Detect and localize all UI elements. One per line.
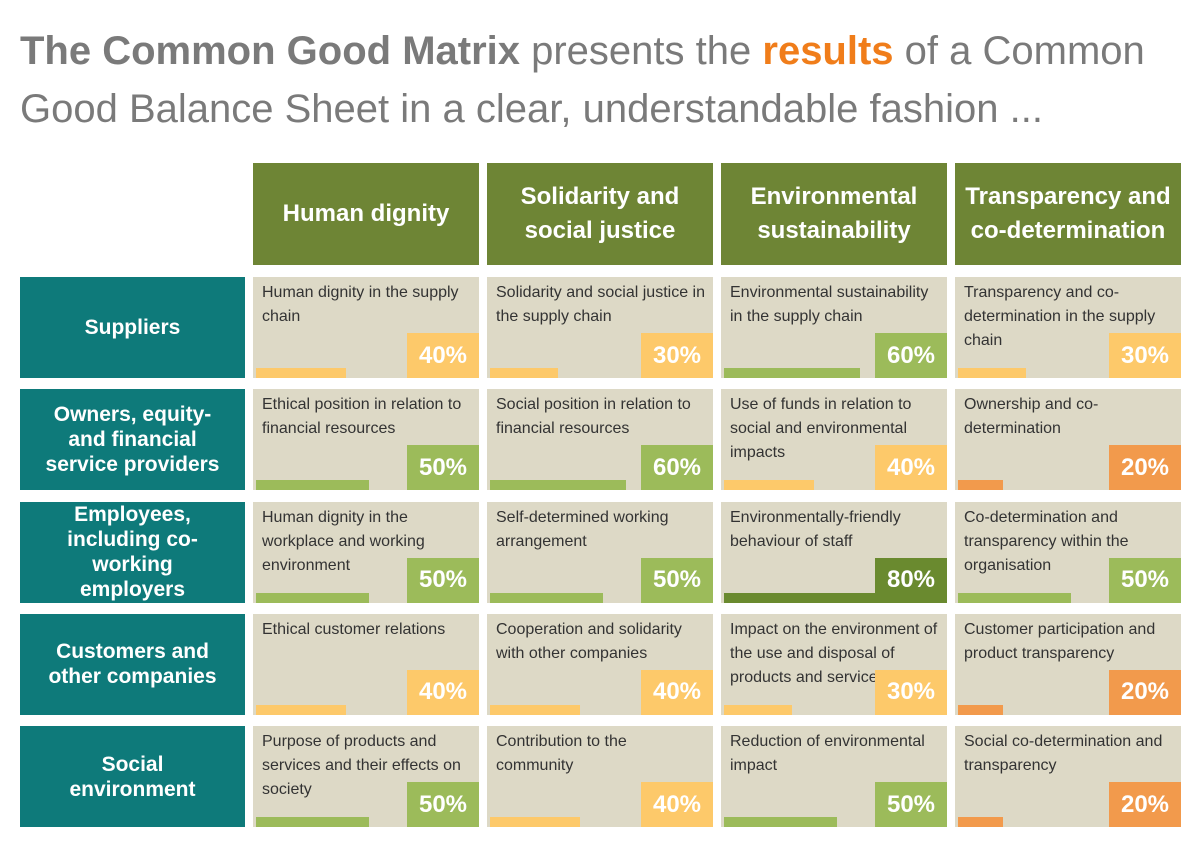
score-bar xyxy=(958,368,1026,378)
score-label: 30% xyxy=(875,669,947,715)
score-bar xyxy=(958,592,1071,603)
score-bar xyxy=(256,368,347,378)
cell-text: Solidarity and social justice in the sup… xyxy=(496,284,705,325)
matrix-cell: Contribution to the community 40% xyxy=(487,726,713,828)
matrix-cell: Ownership and co-determination 20% xyxy=(955,389,1181,491)
matrix-cell: Social co-determination and transparency… xyxy=(955,726,1181,828)
cell-text: Co-determination and transparency within… xyxy=(964,508,1129,574)
headline-part: results xyxy=(762,29,894,73)
cell-text: Human dignity in the workplace and worki… xyxy=(262,508,425,574)
cell-text: Environmentally-friendly behaviour of st… xyxy=(730,508,901,550)
score-bar xyxy=(724,817,837,828)
score-label: 50% xyxy=(641,557,713,603)
cell-text: Contribution to the community xyxy=(496,733,627,775)
cell-text: Ethical customer relations xyxy=(262,620,446,638)
score-label: 30% xyxy=(1109,333,1181,378)
score-bar xyxy=(724,480,815,491)
matrix-cell: Social position in relation to financial… xyxy=(487,389,713,491)
score-bar xyxy=(256,817,369,828)
column-header: Transparency and co-determination xyxy=(955,163,1181,265)
cell-text: Human dignity in the supply chain xyxy=(262,284,459,325)
score-bar xyxy=(724,592,905,603)
matrix-cell: Impact on the environment of the use and… xyxy=(721,613,947,715)
row-header: Employees, including co-working employer… xyxy=(20,501,245,603)
cell-text: Use of funds in relation to social and e… xyxy=(730,396,912,462)
headline-part: presents the xyxy=(520,29,763,73)
score-bar xyxy=(490,817,581,828)
cell-text: Customer participation and product trans… xyxy=(964,620,1156,662)
headline: The Common Good Matrix presents the resu… xyxy=(20,22,1190,138)
matrix-cell: Solidarity and social justice in the sup… xyxy=(487,277,713,378)
matrix-cell: Environmental sustainability in the supp… xyxy=(721,277,947,378)
matrix-cell: Co-determination and transparency within… xyxy=(955,501,1181,603)
cell-text: Purpose of products and services and the… xyxy=(262,733,461,799)
cell-text: Social position in relation to financial… xyxy=(496,396,691,438)
cell-text: Social co-determination and transparency xyxy=(964,733,1163,775)
score-label: 50% xyxy=(407,557,479,603)
score-bar xyxy=(490,704,581,715)
headline-part: The Common Good Matrix xyxy=(20,29,520,73)
score-bar xyxy=(256,704,347,715)
score-label: 80% xyxy=(875,557,947,603)
matrix-cell: Environmentally-friendly behaviour of st… xyxy=(721,501,947,603)
column-header: Environmental sustainability xyxy=(721,163,947,265)
row-header: Suppliers xyxy=(20,277,245,378)
cell-text: Cooperation and solidarity with other co… xyxy=(496,620,682,662)
cell-text: Reduction of environmental impact xyxy=(730,733,925,775)
score-label: 40% xyxy=(875,445,947,491)
cell-text: Self-determined working arrangement xyxy=(496,508,669,550)
score-bar xyxy=(724,368,860,378)
cell-text: Ownership and co-determination xyxy=(964,396,1099,438)
score-label: 20% xyxy=(1109,445,1181,491)
score-label: 60% xyxy=(641,445,713,491)
matrix-cell: Ethical customer relations 40% xyxy=(253,613,479,715)
score-label: 50% xyxy=(407,782,479,828)
row-header: Social environment xyxy=(20,726,245,828)
matrix-cell: Cooperation and solidarity with other co… xyxy=(487,613,713,715)
matrix-cell: Customer participation and product trans… xyxy=(955,613,1181,715)
matrix-cell: Human dignity in the workplace and worki… xyxy=(253,501,479,603)
matrix-cell: Reduction of environmental impact 50% xyxy=(721,726,947,828)
cell-text: Environmental sustainability in the supp… xyxy=(730,284,929,325)
headline-part: of a Common Good Balance Sheet in a clea… xyxy=(20,29,1145,131)
score-bar xyxy=(490,480,626,491)
score-label: 20% xyxy=(1109,669,1181,715)
score-label: 40% xyxy=(407,333,479,378)
column-header: Solidarity and social justice xyxy=(487,163,713,265)
matrix-cell: Self-determined working arrangement 50% xyxy=(487,501,713,603)
score-label: 30% xyxy=(641,333,713,378)
score-bar xyxy=(256,480,369,491)
score-label: 50% xyxy=(1109,557,1181,603)
score-label: 40% xyxy=(641,669,713,715)
score-bar xyxy=(724,704,792,715)
score-label: 50% xyxy=(875,782,947,828)
matrix-cell: Human dignity in the supply chain 40% xyxy=(253,277,479,378)
score-bar xyxy=(958,817,1004,828)
score-bar xyxy=(490,368,558,378)
score-label: 40% xyxy=(407,669,479,715)
matrix-cell: Transparency and co-determination in the… xyxy=(955,277,1181,378)
row-header: Customers and other companies xyxy=(20,613,245,715)
matrix-cell: Purpose of products and services and the… xyxy=(253,726,479,828)
row-header: Owners, equity- and financial service pr… xyxy=(20,389,245,491)
cell-text: Impact on the environment of the use and… xyxy=(730,620,938,686)
matrix-cell: Ethical position in relation to financia… xyxy=(253,389,479,491)
cell-text: Ethical position in relation to financia… xyxy=(262,396,462,438)
score-bar xyxy=(958,480,1004,491)
score-label: 50% xyxy=(407,445,479,491)
score-label: 40% xyxy=(641,782,713,828)
score-bar xyxy=(490,592,603,603)
score-bar xyxy=(958,704,1004,715)
score-label: 20% xyxy=(1109,782,1181,828)
matrix-cell: Use of funds in relation to social and e… xyxy=(721,389,947,491)
score-label: 60% xyxy=(875,333,947,378)
cell-text: Transparency and co-determination in the… xyxy=(964,284,1156,349)
column-header: Human dignity xyxy=(253,163,479,265)
score-bar xyxy=(256,592,369,603)
